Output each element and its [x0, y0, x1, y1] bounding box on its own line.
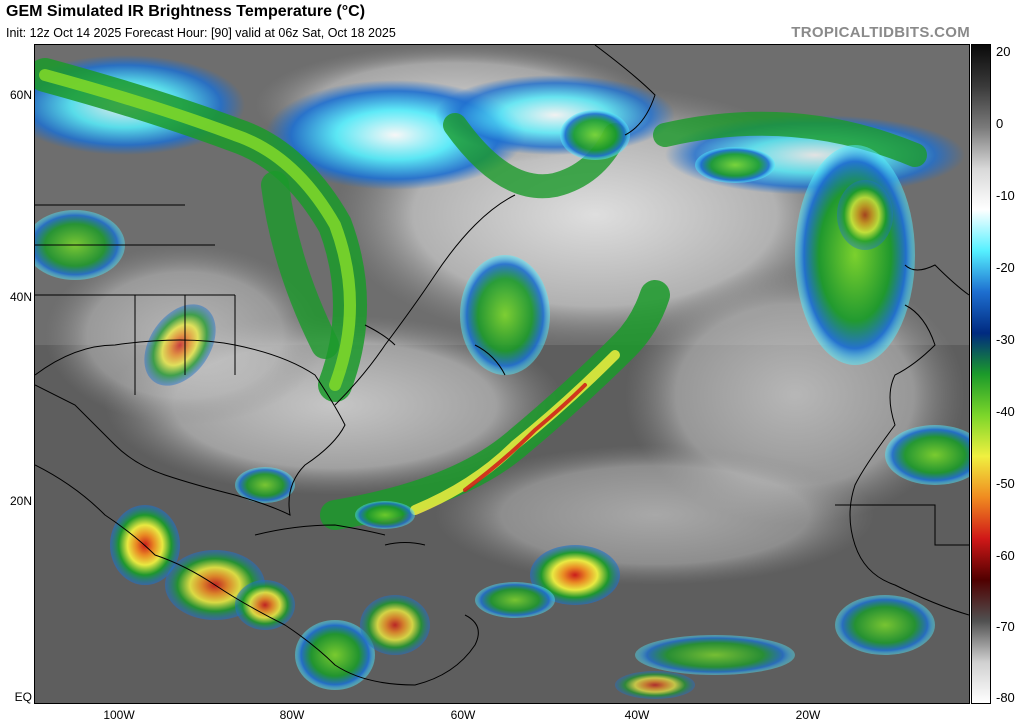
- lon-label: 20W: [795, 708, 821, 722]
- lat-label: 20N: [9, 494, 32, 508]
- colorbar-tick-label: -50: [996, 476, 1015, 491]
- lon-label: 80W: [279, 708, 305, 722]
- coastlines: [35, 45, 969, 686]
- colorbar-tick-label: -70: [996, 619, 1015, 634]
- frontal-cloud-bands: [35, 58, 969, 485]
- lon-label: 40W: [624, 708, 650, 722]
- colorbar: [971, 44, 991, 704]
- lat-label: 60N: [9, 88, 32, 102]
- lat-label: 40N: [9, 290, 32, 304]
- atlantic-front: [144, 280, 670, 530]
- colorbar-tick-label: 0: [996, 116, 1004, 131]
- colorbar-tick-label: -80: [996, 690, 1015, 705]
- colorbar-tick-label: -30: [996, 332, 1015, 347]
- lon-label: 100W: [103, 708, 135, 722]
- colorbar-tick-label: -20: [996, 260, 1015, 275]
- forecast-subtitle: Init: 12z Oct 14 2025 Forecast Hour: [90…: [6, 26, 396, 40]
- map-canvas: [35, 45, 969, 703]
- colorbar-tick-label: 20: [996, 44, 1011, 59]
- satellite-map[interactable]: [34, 44, 970, 704]
- colorbar-tick-label: -60: [996, 548, 1015, 563]
- colorbar-tick-label: -10: [996, 188, 1015, 203]
- lat-label: EQ: [14, 690, 32, 704]
- page-title: GEM Simulated IR Brightness Temperature …: [6, 3, 366, 20]
- lon-label: 60W: [450, 708, 476, 722]
- colorbar-tick-label: -40: [996, 404, 1015, 419]
- brand-watermark: TROPICALTIDBITS.COM: [791, 24, 970, 41]
